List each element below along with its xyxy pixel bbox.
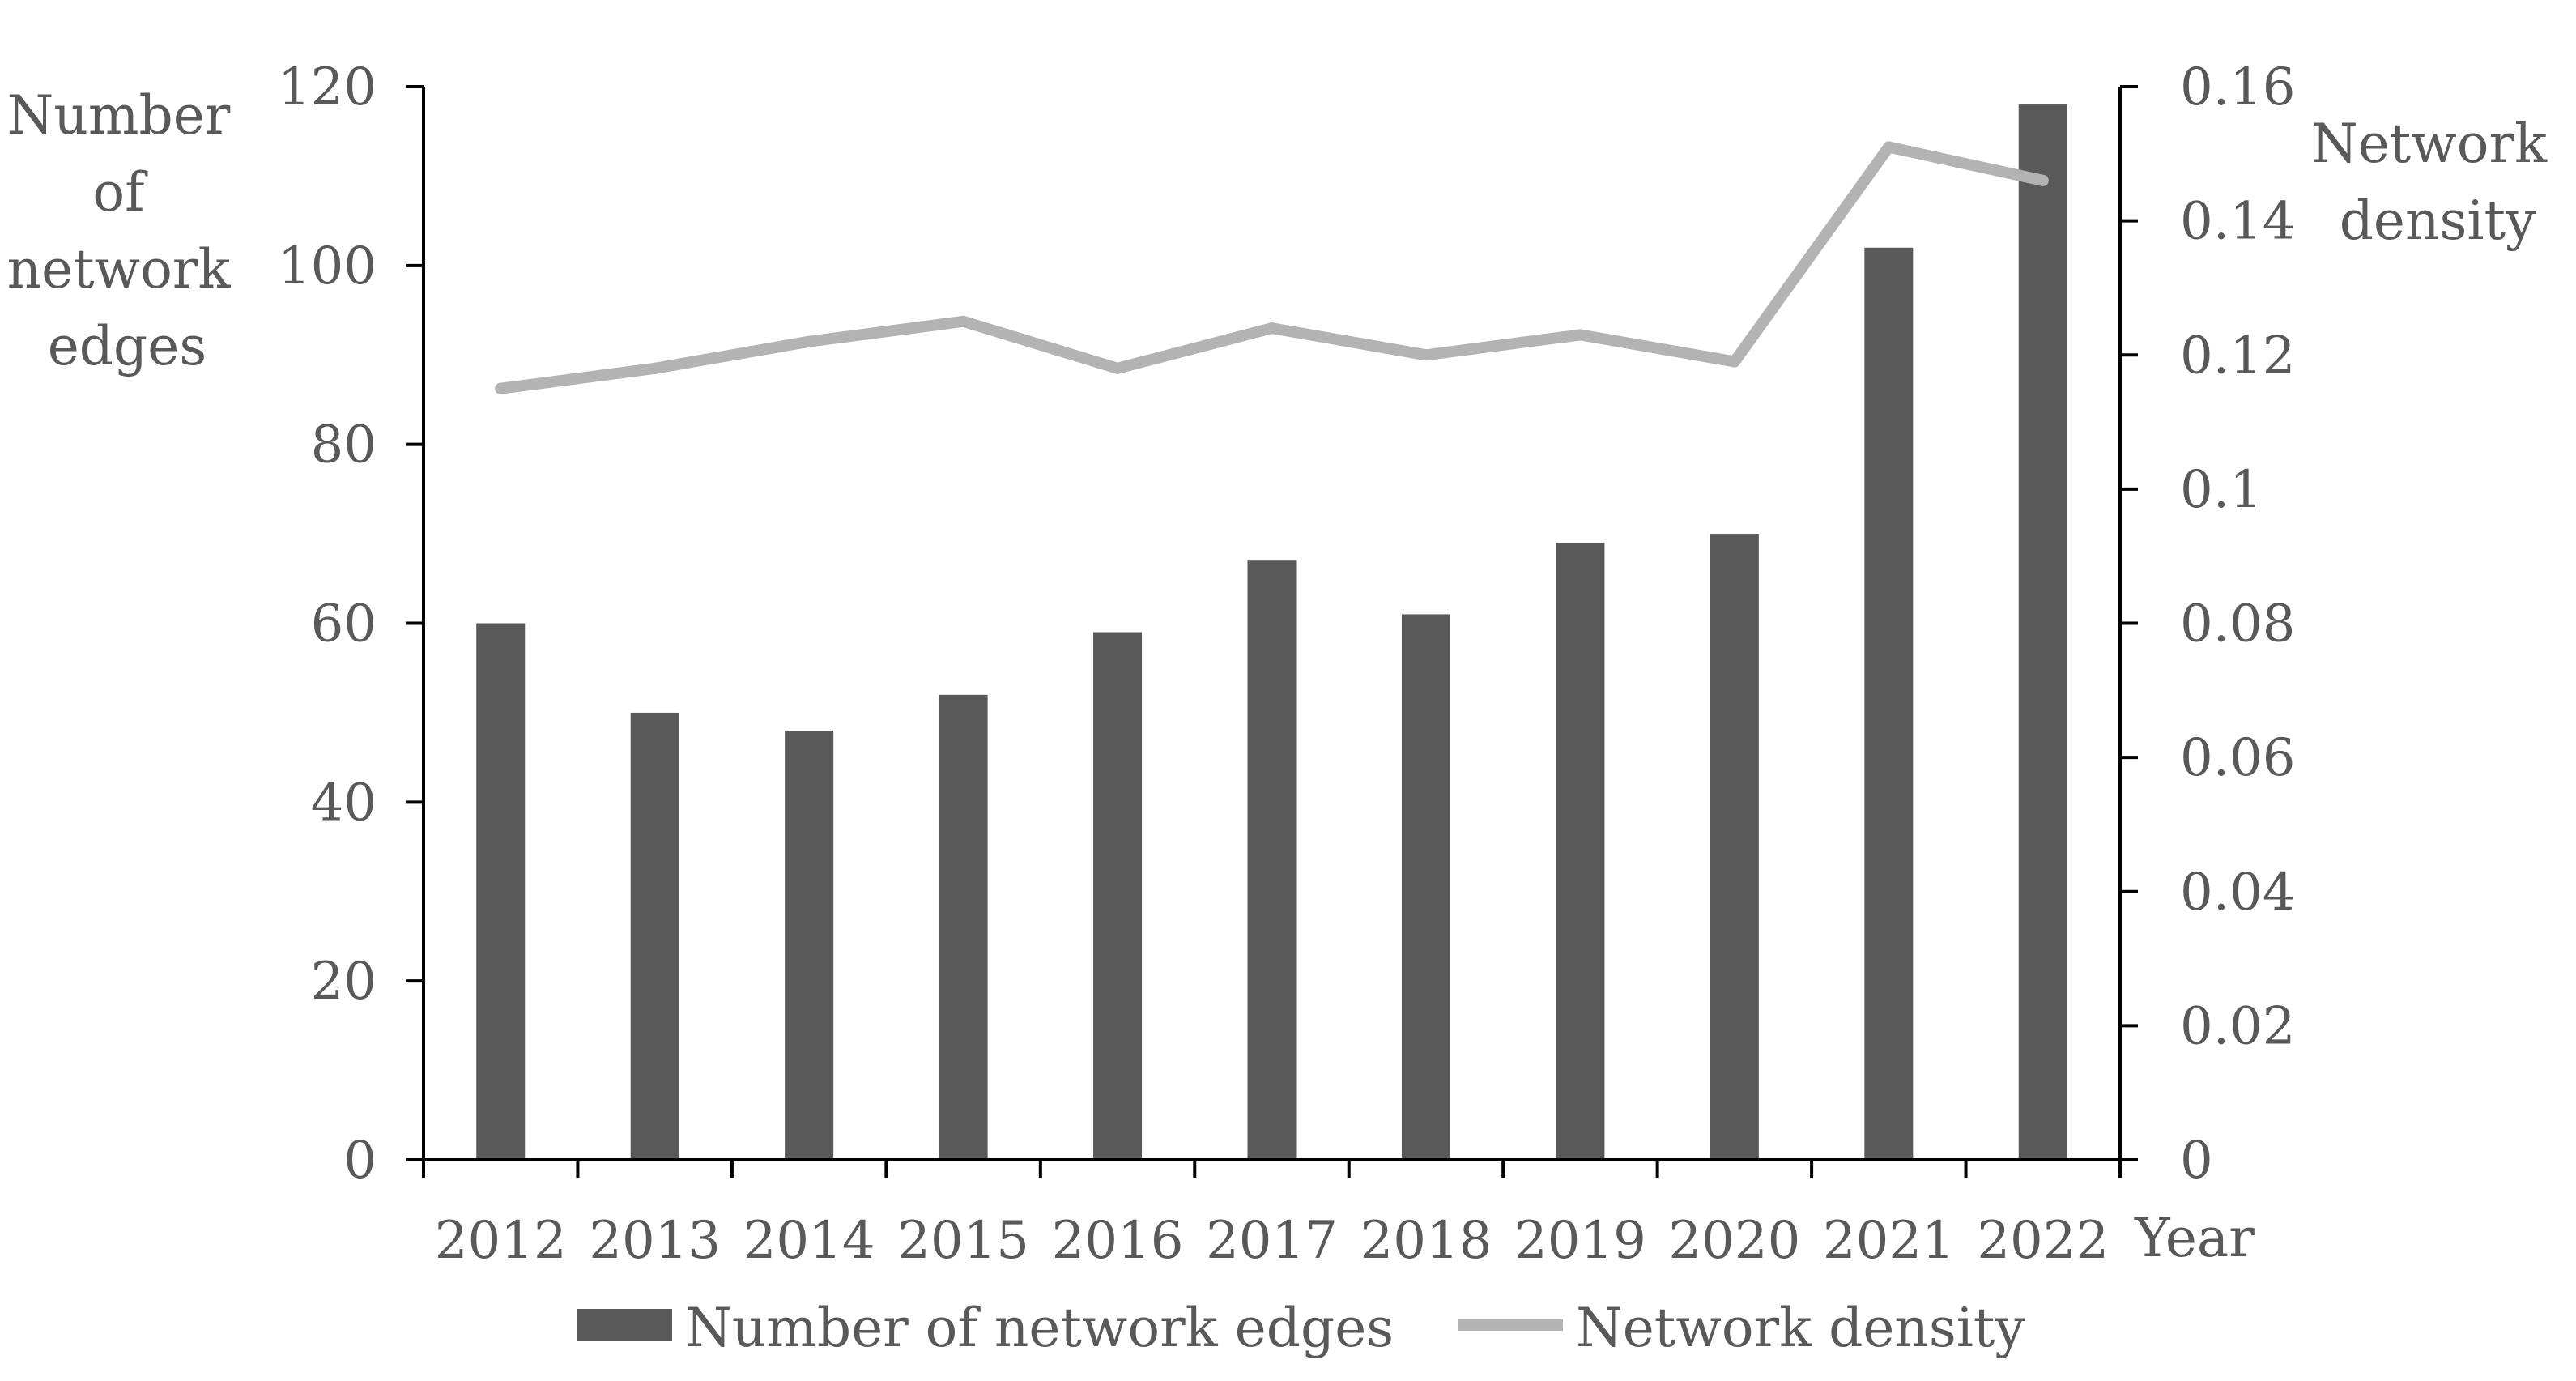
density-point-2019 [1574,329,1586,341]
density-point-2016 [1112,362,1124,374]
density-point-2015 [957,315,969,327]
x-tick-label-2015: 2015 [897,1211,1029,1271]
left-tick-label: 0 [343,1131,377,1191]
density-point-2014 [803,335,815,347]
right-axis-title-line: density [2340,190,2536,252]
density-line [495,141,2049,394]
x-tick-label-2017: 2017 [1206,1211,1338,1271]
bar-2021 [1864,247,1914,1160]
density-point-2018 [1420,349,1432,361]
density-point-2020 [1728,356,1740,368]
left-y-ticks: 0 20 40 60 80 100 120 [278,58,424,1191]
left-tick-label: 20 [311,952,377,1012]
bar-2022 [2018,104,2067,1160]
legend-label-line: Network density [1576,1297,2025,1359]
left-tick-label: 100 [278,237,377,296]
right-tick-label: 0.1 [2180,460,2263,520]
left-tick-label: 120 [278,58,377,117]
left-tick-label: 80 [311,416,377,475]
legend: Number of network edges Network density [577,1297,2025,1359]
x-tick-label-2021: 2021 [1823,1211,1955,1271]
left-axis-title-line: of [92,161,148,224]
x-ticks: 2012 2013 2014 2015 2016 2017 2018 2019 2020 2021… [422,1160,2122,1271]
right-tick-label: 0.06 [2180,728,2296,788]
x-tick-label-2018: 2018 [1360,1211,1492,1271]
left-tick-label: 40 [311,773,377,833]
left-axis-title-line: network [7,238,232,300]
bar-2012 [476,623,526,1160]
x-tick-label-2014: 2014 [743,1211,875,1271]
x-axis-title: Year [2134,1207,2255,1269]
bar-2020 [1710,534,1759,1160]
density-point-2013 [649,362,661,374]
bar-2017 [1247,560,1297,1160]
x-tick-label-2016: 2016 [1052,1211,1184,1271]
x-tick-label-2019: 2019 [1514,1211,1646,1271]
left-axis-title-line: Number [7,84,231,147]
density-point-2017 [1266,322,1278,335]
left-axis-title-line: edges [48,315,207,377]
left-axis-title: Number of network edges [7,84,248,377]
bar-2015 [939,694,988,1160]
bar-2014 [785,731,834,1160]
right-tick-label: 0.16 [2180,58,2296,117]
right-tick-label: 0.02 [2180,996,2296,1056]
right-axis-title-line: Network [2311,113,2548,175]
left-tick-label: 60 [311,595,377,654]
line-group [495,141,2049,394]
density-point-2012 [495,382,507,394]
bars-group [476,104,2067,1160]
right-y-ticks: 0 0.02 0.04 0.06 0.08 0.1 0.12 0.14 0.16 [2120,58,2296,1191]
legend-label-bars: Number of network edges [685,1297,1394,1359]
bar-2019 [1556,543,1605,1160]
x-tick-label-2012: 2012 [435,1211,567,1271]
right-tick-label: 0.12 [2180,326,2296,386]
right-axis-title: Network density [2311,113,2564,252]
legend-swatch-bars [577,1309,672,1341]
right-tick-label: 0.08 [2180,595,2296,654]
bar-2018 [1401,614,1450,1160]
x-tick-label-2022: 2022 [1977,1211,2109,1271]
x-tick-label-2020: 2020 [1668,1211,1800,1271]
bar-2013 [630,712,679,1160]
bar-2016 [1093,632,1143,1160]
right-tick-label: 0 [2180,1131,2213,1191]
x-tick-label-2013: 2013 [589,1211,721,1271]
right-tick-label: 0.14 [2180,192,2296,252]
right-tick-label: 0.04 [2180,863,2296,923]
density-point-2021 [1883,141,1895,153]
density-point-2022 [2037,174,2049,186]
